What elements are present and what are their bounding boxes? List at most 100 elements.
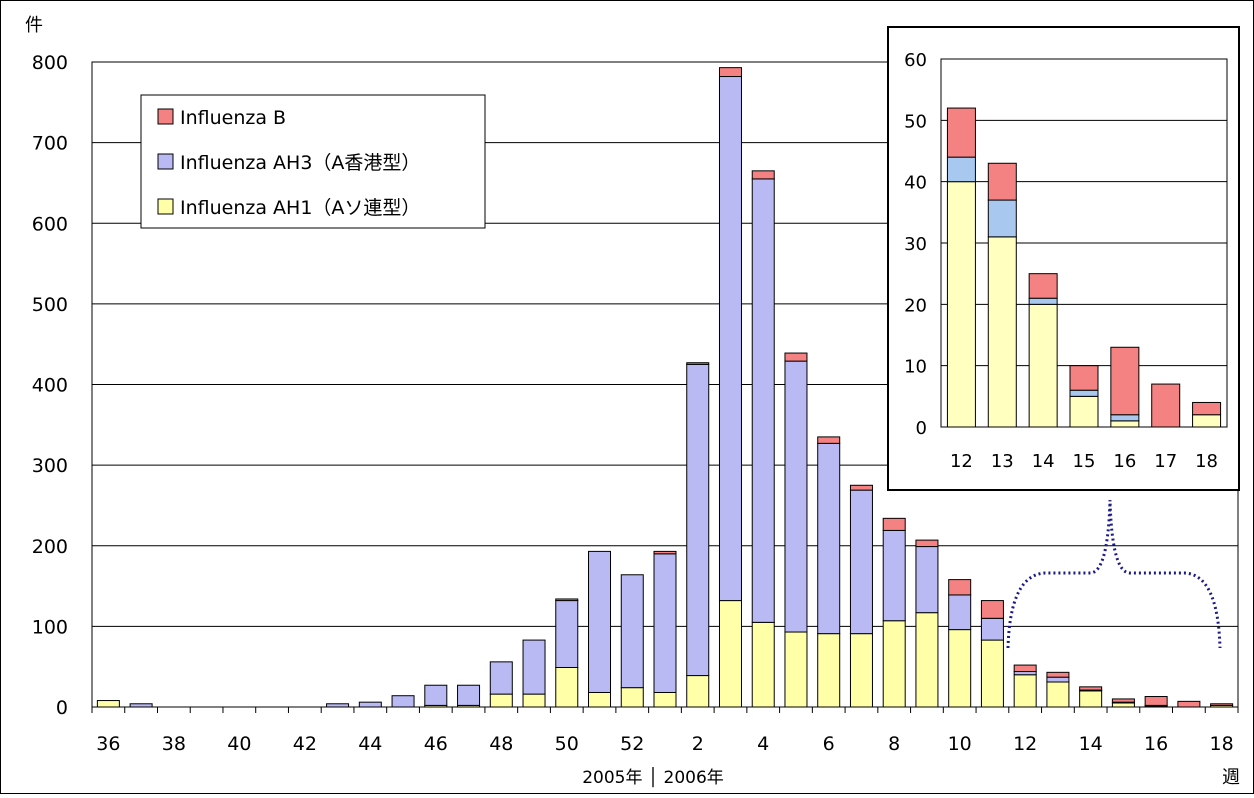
bar-segment xyxy=(784,631,808,708)
inset-bracket xyxy=(1006,499,1222,649)
bar-segment xyxy=(817,436,841,444)
bar-segment xyxy=(653,691,677,708)
x-tick-label: 40 xyxy=(227,733,251,755)
legend-label: Influenza AH3（A香港型） xyxy=(180,152,420,174)
bar-segment xyxy=(980,617,1004,641)
x-tick-label: 16 xyxy=(1144,733,1168,755)
bar-segment xyxy=(718,76,742,602)
inset-x-tick-label: 14 xyxy=(1032,451,1055,472)
bar-segment xyxy=(817,633,841,708)
bar-segment xyxy=(882,620,906,708)
bar-segment xyxy=(326,703,350,708)
bar-segment xyxy=(718,67,742,78)
inset-bar-segment xyxy=(946,181,976,428)
bar-segment xyxy=(588,691,612,708)
x-tick-label: 4 xyxy=(757,733,769,755)
inset-y-tick-label: 30 xyxy=(904,234,927,255)
inset-y-tick-label: 20 xyxy=(904,295,927,316)
bar-segment xyxy=(1046,671,1070,678)
bar-segment xyxy=(620,687,644,708)
bar-segment xyxy=(653,553,677,693)
x-tick-label: 50 xyxy=(555,733,579,755)
bar-segment xyxy=(588,550,612,693)
inset-bar-segment xyxy=(1069,389,1099,397)
bar-segment xyxy=(1046,676,1070,683)
x-tick-label: 6 xyxy=(823,733,835,755)
x-tick-label: 44 xyxy=(358,733,382,755)
inset-bar-segment xyxy=(987,162,1017,201)
inset-bar-segment xyxy=(1069,365,1099,391)
x-tick-label: 36 xyxy=(96,733,120,755)
y-tick-label: 400 xyxy=(32,375,68,397)
x-tick-label: 10 xyxy=(948,733,972,755)
bar-segment xyxy=(915,546,939,614)
bar-segment xyxy=(555,598,579,602)
bar-segment xyxy=(751,621,775,708)
legend-box xyxy=(140,94,486,229)
inset-bar-segment xyxy=(946,107,976,158)
x-tick-label: 46 xyxy=(424,733,448,755)
legend-label: Influenza B xyxy=(180,107,286,129)
bar-segment xyxy=(849,484,873,491)
y-tick-label: 100 xyxy=(32,616,68,638)
y-unit-label: 件 xyxy=(25,15,43,36)
inset-bar-segment xyxy=(1110,420,1140,428)
bar-segment xyxy=(1177,700,1201,708)
bar-segment xyxy=(489,693,513,708)
inset-bar-segment xyxy=(1028,273,1058,299)
bar-segment xyxy=(1046,681,1070,708)
y-tick-label: 300 xyxy=(32,455,68,477)
inset-x-tick-label: 12 xyxy=(950,451,973,472)
x-tick-label: 2 xyxy=(692,733,704,755)
bar-segment xyxy=(555,666,579,708)
bar-segment xyxy=(915,539,939,548)
bar-segment xyxy=(1013,664,1037,673)
y-tick-label: 700 xyxy=(32,133,68,155)
legend: Influenza B Influenza AH3（A香港型） Influenza … xyxy=(140,94,486,229)
bar-segment xyxy=(849,633,873,708)
x-tick-label: 14 xyxy=(1079,733,1103,755)
bar-segment xyxy=(457,684,481,706)
y-tick-label: 200 xyxy=(32,536,68,558)
bar-segment xyxy=(1210,703,1234,706)
inset-bar-segment xyxy=(987,199,1017,238)
legend-swatch xyxy=(157,153,174,170)
bar-segment xyxy=(522,693,546,708)
bar-segment xyxy=(686,675,710,708)
inset-bar-segment xyxy=(987,236,1017,428)
legend-swatch xyxy=(157,198,174,215)
inset-bar-segment xyxy=(1069,395,1099,428)
legend-label: Influenza AH1（Aソ連型） xyxy=(180,197,420,219)
bar-segment xyxy=(915,612,939,708)
bar-segment xyxy=(784,360,808,633)
bar-segment xyxy=(96,700,120,708)
bar-segment xyxy=(620,574,644,689)
x-tick-label: 42 xyxy=(293,733,317,755)
bar-segment xyxy=(129,703,153,708)
x-tick-label: 38 xyxy=(162,733,186,755)
bar-segment xyxy=(358,701,382,708)
bar-segment xyxy=(1013,674,1037,708)
bar-segment xyxy=(817,442,841,635)
x-tick-label: 52 xyxy=(620,733,644,755)
legend-swatch xyxy=(157,108,174,125)
inset-bar-segment xyxy=(1151,383,1181,428)
y-tick-label: 600 xyxy=(32,213,68,235)
bar-segment xyxy=(948,629,972,708)
inset-x-tick-label: 17 xyxy=(1154,451,1177,472)
bar-segment xyxy=(1111,702,1135,708)
inset-bar-segment xyxy=(1028,303,1058,428)
inset-y-tick-label: 10 xyxy=(904,357,927,378)
bar-segment xyxy=(1111,698,1135,703)
bar-segment xyxy=(653,550,677,555)
x-tick-label: 48 xyxy=(489,733,513,755)
x-unit-label: 週 xyxy=(1222,767,1240,788)
bar-segment xyxy=(1079,690,1103,708)
bar-segment xyxy=(522,639,546,695)
bar-segment xyxy=(489,661,513,695)
bar-segment xyxy=(948,579,972,596)
x-tick-label: 8 xyxy=(888,733,900,755)
bar-segment xyxy=(718,600,742,708)
